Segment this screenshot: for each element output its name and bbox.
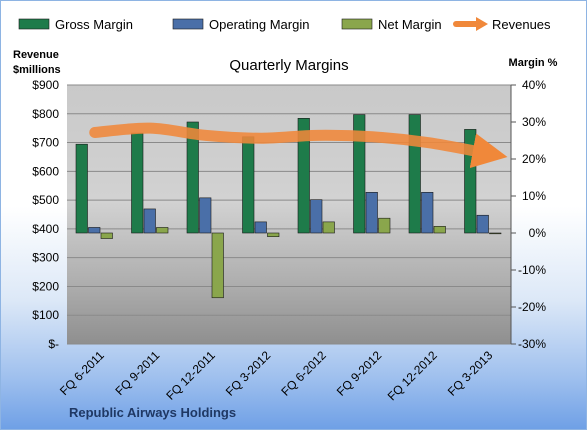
x-tick-label-fq-12-2012: FQ 12-2012 <box>385 348 440 403</box>
bar-net-margin-fq-6-2012 <box>322 221 335 234</box>
bar-gross-margin-fq-3-2013 <box>464 129 477 234</box>
bar-gross-margin-fq-9-2012 <box>353 114 366 234</box>
legend-swatch-arrow-revenues <box>476 17 488 31</box>
left-tick-label: $600 <box>32 164 59 178</box>
x-tick-label-fq-6-2012: FQ 6-2012 <box>278 348 329 399</box>
bar-gross-margin-fq-12-2012 <box>408 114 421 234</box>
right-tick-label: 20% <box>522 152 546 166</box>
bar-operating-margin-fq-12-2012 <box>421 192 434 234</box>
right-tick-label: 40% <box>522 78 546 92</box>
bar-net-margin-fq-9-2012 <box>378 217 391 234</box>
bar-gross-margin-fq-6-2011 <box>75 143 88 234</box>
legend-label-gross-margin: Gross Margin <box>55 17 133 32</box>
left-tick-label: $100 <box>32 308 59 322</box>
bar-gross-margin-fq-12-2011 <box>186 121 199 234</box>
chart-legend: Gross Margin Operating Margin Net Margin Re… <box>18 17 551 32</box>
left-tick-label: $300 <box>32 251 59 265</box>
bar-net-margin-fq-6-2011 <box>100 232 113 239</box>
bar-operating-margin-fq-12-2011 <box>199 197 212 234</box>
right-axis-title: Margin % <box>509 57 558 69</box>
bar-operating-margin-fq-6-2011 <box>88 227 101 234</box>
right-axis-ticks: -30% -20% -10% 0% 10% 20% 30% 40% <box>510 78 547 351</box>
x-tick-label-fq-3-2012: FQ 3-2012 <box>223 348 274 399</box>
chart-title: Quarterly Margins <box>229 57 348 74</box>
bar-operating-margin-fq-3-2013 <box>476 214 489 234</box>
left-tick-label: $800 <box>32 107 59 121</box>
left-tick-label: $900 <box>32 78 59 92</box>
bar-net-margin-fq-12-2012 <box>433 226 446 234</box>
bar-operating-margin-fq-9-2011 <box>143 208 156 234</box>
right-tick-label: -20% <box>518 300 546 314</box>
right-tick-label: 30% <box>522 115 546 129</box>
legend-label-revenues: Revenues <box>492 17 551 32</box>
x-axis-labels: FQ 6-2011 FQ 9-2011 FQ 12-2011 FQ 3-2012 FQ … <box>57 348 496 403</box>
right-tick-label: 10% <box>522 189 546 203</box>
bars <box>75 114 502 299</box>
right-tick-label: -30% <box>518 337 546 351</box>
bar-net-margin-fq-3-2012 <box>267 232 280 237</box>
legend-swatch-gross-margin <box>18 18 50 30</box>
x-tick-label-fq-9-2011: FQ 9-2011 <box>113 348 163 398</box>
bar-operating-margin-fq-6-2012 <box>310 199 323 234</box>
revenues-line <box>89 122 508 169</box>
bar-gross-margin-fq-9-2011 <box>131 132 144 234</box>
left-tick-label: $700 <box>32 136 59 150</box>
x-tick-label-fq-3-2013: FQ 3-2013 <box>445 348 496 399</box>
bar-operating-margin-fq-3-2012 <box>254 221 267 234</box>
left-tick-label: $500 <box>32 193 59 207</box>
bar-gross-margin-fq-3-2012 <box>242 136 255 234</box>
left-axis-ticks: $- $100 $200 $300 $400 $500 $600 $700 $800 $900 <box>32 78 59 351</box>
left-tick-label: $200 <box>32 279 59 293</box>
company-name: Republic Airways Holdings <box>69 405 236 420</box>
legend-label-operating-margin: Operating Margin <box>209 17 309 32</box>
legend-label-net-margin: Net Margin <box>378 17 442 32</box>
bar-net-margin-fq-9-2011 <box>156 227 169 234</box>
legend-swatch-operating-margin <box>172 18 204 30</box>
left-axis-title-line1: Revenue <box>13 49 59 61</box>
bar-operating-margin-fq-9-2012 <box>365 192 378 234</box>
x-tick-label-fq-9-2012: FQ 9-2012 <box>334 348 385 399</box>
bar-net-margin-fq-12-2011 <box>211 232 224 299</box>
x-tick-label-fq-12-2011: FQ 12-2011 <box>163 348 218 403</box>
revenues-line-path <box>89 122 508 169</box>
legend-swatch-net-margin <box>341 18 373 30</box>
left-tick-label: $400 <box>32 222 59 236</box>
x-tick-label-fq-6-2011: FQ 6-2011 <box>57 348 107 398</box>
bar-net-margin-fq-3-2013 <box>489 232 502 235</box>
left-tick-label: $- <box>48 337 59 351</box>
right-tick-label: -10% <box>518 263 546 277</box>
right-tick-label: 0% <box>529 226 547 240</box>
left-axis-title-line2: $millions <box>13 64 61 76</box>
bar-gross-margin-fq-6-2012 <box>297 118 310 234</box>
